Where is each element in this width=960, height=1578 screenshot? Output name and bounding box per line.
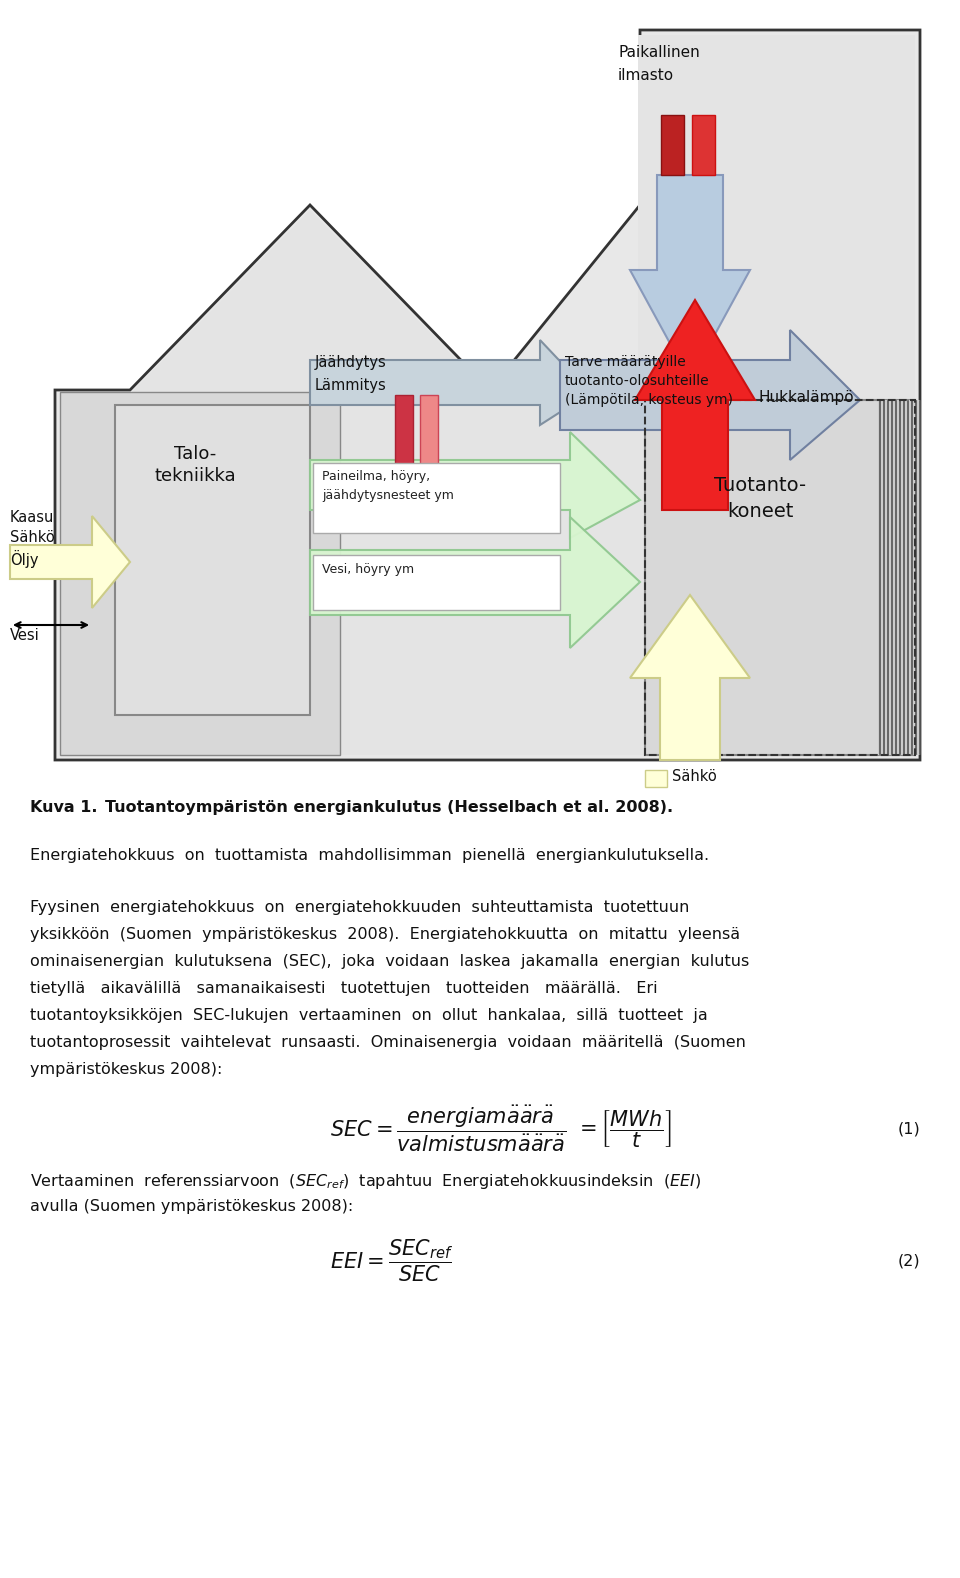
Text: tekniikka: tekniikka — [155, 467, 236, 484]
Bar — [313, 462, 560, 533]
Bar — [645, 399, 915, 754]
Text: Vesi: Vesi — [10, 628, 39, 642]
Text: ympäristökeskus 2008):: ympäristökeskus 2008): — [30, 1062, 223, 1078]
Polygon shape — [310, 518, 640, 649]
Text: koneet: koneet — [727, 502, 793, 521]
Text: Jäähdytys: Jäähdytys — [315, 355, 387, 369]
Text: Vesi, höyry ym: Vesi, höyry ym — [322, 563, 414, 576]
Text: ilmasto: ilmasto — [618, 68, 674, 84]
Bar — [661, 115, 684, 175]
Text: tuotantoyksikköjen  SEC-lukujen  vertaaminen  on  ollut  hankalaa,  sillä  tuott: tuotantoyksikköjen SEC-lukujen vertaamin… — [30, 1008, 708, 1023]
Bar — [645, 770, 667, 787]
Text: Energiatehokkuus  on  tuottamista  mahdollisimman  pienellä  energiankulutuksell: Energiatehokkuus on tuottamista mahdolli… — [30, 847, 709, 863]
Text: tietyllä   aikavälillä   samanaikaisesti   tuotettujen   tuotteiden   määrällä. : tietyllä aikavälillä samanaikaisesti tuo… — [30, 982, 658, 996]
Polygon shape — [630, 175, 750, 380]
Polygon shape — [10, 516, 130, 608]
Text: Tuotantoympäristön energiankulutus (Hesselbach et al. 2008).: Tuotantoympäristön energiankulutus (Hess… — [105, 800, 673, 814]
Text: Lämmitys: Lämmitys — [315, 379, 387, 393]
Text: Paikallinen: Paikallinen — [618, 46, 700, 60]
Text: Tuotanto-: Tuotanto- — [714, 477, 806, 495]
Polygon shape — [635, 300, 755, 510]
Text: Fyysinen  energiatehokkuus  on  energiatehokkuuden  suhteuttamista  tuotettuun: Fyysinen energiatehokkuus on energiateho… — [30, 899, 689, 915]
Text: (2): (2) — [898, 1253, 920, 1269]
Text: (Lämpötila, kosteus ym): (Lämpötila, kosteus ym) — [565, 393, 733, 407]
Text: Hukkalämpö: Hukkalämpö — [758, 390, 853, 406]
Text: ominaisenergian  kulutuksena  (SEC),  joka  voidaan  laskea  jakamalla  energian: ominaisenergian kulutuksena (SEC), joka … — [30, 955, 749, 969]
Polygon shape — [630, 595, 750, 761]
Text: tuotanto-olosuhteille: tuotanto-olosuhteille — [565, 374, 709, 388]
Text: $\mathit{SEC} = \dfrac{\mathit{energiam\ddot{a}\ddot{a}r\ddot{a}}}{\mathit{valmi: $\mathit{SEC} = \dfrac{\mathit{energiam\… — [330, 1103, 566, 1155]
Text: Sähkö: Sähkö — [10, 530, 55, 544]
Text: $= \left[\dfrac{\mathit{MWh}}{\mathit{t}}\right]$: $= \left[\dfrac{\mathit{MWh}}{\mathit{t}… — [575, 1108, 672, 1150]
Polygon shape — [60, 35, 915, 754]
Polygon shape — [310, 339, 590, 424]
Polygon shape — [310, 432, 640, 538]
Text: Talo-: Talo- — [174, 445, 216, 462]
Text: Tarve määrätyille: Tarve määrätyille — [565, 355, 685, 369]
Text: jäähdytysnesteet ym: jäähdytysnesteet ym — [322, 489, 454, 502]
Text: tuotantoprosessit  vaihtelevat  runsaasti.  Ominaisenergia  voidaan  määritellä : tuotantoprosessit vaihtelevat runsaasti.… — [30, 1035, 746, 1049]
Bar — [395, 394, 413, 470]
Text: Paineilma, höyry,: Paineilma, höyry, — [322, 470, 430, 483]
Bar — [60, 391, 340, 754]
Text: avulla (Suomen ympäristökeskus 2008):: avulla (Suomen ympäristökeskus 2008): — [30, 1199, 353, 1213]
Polygon shape — [560, 330, 860, 461]
Text: Öljy: Öljy — [10, 551, 38, 568]
Text: yksikköön  (Suomen  ympäristökeskus  2008).  Energiatehokkuutta  on  mitattu  yl: yksikköön (Suomen ympäristökeskus 2008).… — [30, 926, 740, 942]
Text: Kaasu: Kaasu — [10, 510, 55, 525]
Bar — [313, 555, 560, 611]
Text: $\mathit{EEI} = \dfrac{\mathit{SEC_{ref}}}{\mathit{SEC}}$: $\mathit{EEI} = \dfrac{\mathit{SEC_{ref}… — [330, 1239, 453, 1284]
Bar — [878, 399, 920, 754]
Bar — [645, 399, 915, 754]
Bar — [420, 394, 438, 470]
Text: Kuva 1.: Kuva 1. — [30, 800, 98, 814]
Bar — [115, 406, 310, 715]
Polygon shape — [55, 30, 920, 761]
Text: Vertaaminen  referenssiarvoon  ($\mathit{SEC_{ref}}$)  tapahtuu  Energiatehokkuu: Vertaaminen referenssiarvoon ($\mathit{S… — [30, 1172, 701, 1191]
Bar — [692, 115, 715, 175]
Text: Sähkö: Sähkö — [672, 768, 717, 784]
Text: (1): (1) — [898, 1122, 920, 1136]
